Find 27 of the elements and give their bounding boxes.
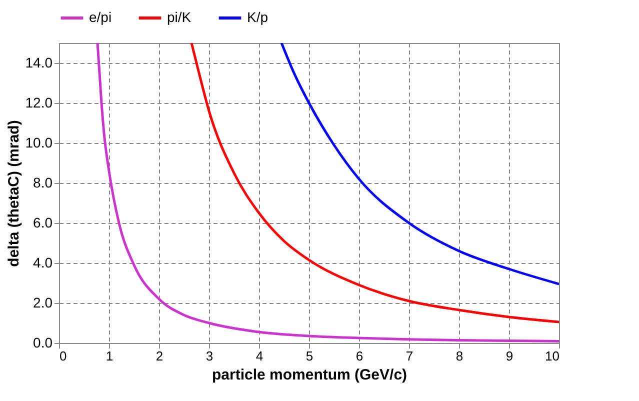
legend-label: e/pi <box>89 9 112 25</box>
x-axis-title: particle momentum (GeV/c) <box>212 366 408 384</box>
y-tick-label: 8.0 <box>33 174 53 190</box>
y-tick-label: 2.0 <box>33 294 53 310</box>
x-tick-label: 2 <box>156 348 164 364</box>
y-tick-label: 6.0 <box>33 214 53 230</box>
x-tick-label: 4 <box>256 348 264 364</box>
x-tick-label: 1 <box>106 348 114 364</box>
legend-label: K/p <box>247 9 268 25</box>
y-tick-label: 0.0 <box>33 334 53 350</box>
x-tick-label: 9 <box>506 348 514 364</box>
y-axis-title: delta (thetaC) (mrad) <box>5 120 22 267</box>
line-series <box>96 43 559 342</box>
x-tick-label: 7 <box>406 348 414 364</box>
line-series <box>280 43 559 286</box>
legend-label: pi/K <box>167 9 192 25</box>
x-tick-label: 0 <box>60 348 67 364</box>
x-tick-label: 6 <box>356 348 364 364</box>
y-tick-label: 10.0 <box>25 134 53 150</box>
y-tick-label: 14.0 <box>25 54 53 70</box>
y-tick-label: 4.0 <box>33 254 53 270</box>
x-tick-label: 3 <box>206 348 214 364</box>
x-tick-label: 5 <box>306 348 314 364</box>
y-tick-label: 12.0 <box>25 94 53 110</box>
x-tick-label: 10 <box>545 348 560 364</box>
x-tick-label: 8 <box>456 348 464 364</box>
line-series <box>190 43 559 324</box>
